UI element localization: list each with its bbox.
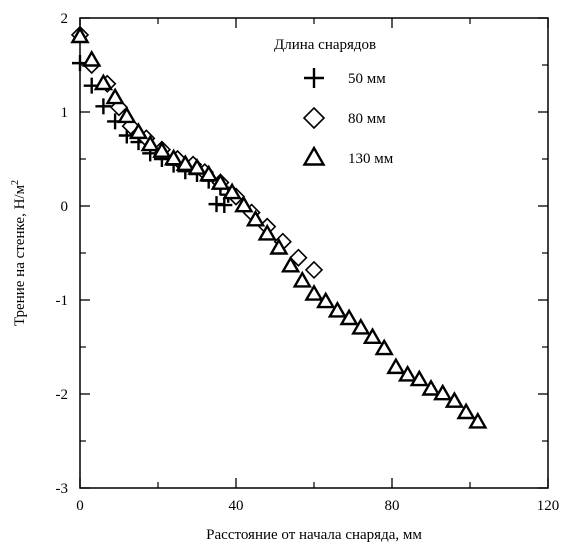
legend-marker-triangle bbox=[302, 145, 326, 166]
x-tick-labels: 0 40 80 120 bbox=[76, 498, 559, 514]
y-tick-label: -2 bbox=[56, 387, 69, 403]
y-tick-label: 2 bbox=[61, 11, 69, 27]
data-point bbox=[304, 283, 324, 301]
y-axis-label-superscript: 2 bbox=[10, 180, 21, 185]
legend: Длина снарядов 50 мм 80 мм 130 мм bbox=[274, 37, 394, 167]
data-point bbox=[199, 164, 219, 182]
legend-marker-plus bbox=[304, 68, 324, 88]
data-point bbox=[117, 106, 137, 124]
data-point bbox=[304, 260, 324, 280]
data-point bbox=[444, 391, 465, 408]
data-point bbox=[222, 182, 242, 200]
data-point bbox=[216, 197, 233, 214]
x-tick-label: 80 bbox=[385, 498, 400, 514]
plot-area: 0 40 80 120 -3 -2 -1 0 1 2 bbox=[56, 11, 560, 514]
data-point bbox=[316, 291, 336, 309]
data-point bbox=[187, 157, 207, 175]
data-point bbox=[163, 148, 184, 166]
legend-entries: 50 мм 80 мм 130 мм bbox=[302, 68, 394, 167]
data-point bbox=[234, 195, 254, 213]
data-point bbox=[152, 141, 172, 158]
data-point bbox=[327, 300, 348, 318]
legend-label: 130 мм bbox=[348, 151, 394, 167]
data-point bbox=[362, 327, 383, 344]
x-axis-label: Расстояние от начала снаряда, мм bbox=[206, 527, 422, 543]
data-point bbox=[433, 383, 453, 401]
data-point bbox=[456, 402, 476, 420]
data-point bbox=[175, 154, 195, 172]
legend-title: Длина снарядов bbox=[274, 37, 376, 53]
data-point bbox=[397, 364, 418, 382]
data-marks bbox=[70, 25, 488, 429]
x-tick-label: 40 bbox=[229, 498, 244, 514]
legend-label: 50 мм bbox=[348, 71, 386, 87]
data-point bbox=[128, 122, 149, 140]
data-point bbox=[409, 369, 429, 387]
data-point bbox=[468, 411, 488, 429]
data-point bbox=[351, 317, 371, 335]
data-point bbox=[339, 308, 359, 326]
data-point bbox=[105, 87, 125, 105]
y-axis-label: Трение на стенке, Н/м2 bbox=[10, 180, 28, 326]
data-point bbox=[210, 173, 231, 190]
y-tick-label: -3 bbox=[56, 481, 69, 497]
data-point bbox=[70, 26, 90, 44]
x-tick-label: 0 bbox=[76, 498, 84, 514]
x-tick-label: 120 bbox=[537, 498, 560, 514]
y-tick-label: 0 bbox=[61, 199, 69, 215]
y-axis-label-text: Трение на стенке, Н/м bbox=[12, 184, 28, 326]
series-diamond bbox=[70, 25, 324, 280]
data-point bbox=[386, 357, 406, 375]
data-point bbox=[269, 237, 289, 255]
series-triangle bbox=[70, 26, 488, 429]
data-point bbox=[82, 49, 102, 67]
legend-label: 80 мм bbox=[348, 111, 386, 127]
data-point bbox=[95, 98, 112, 115]
axis-ticks bbox=[79, 17, 549, 489]
y-tick-labels: -3 -2 -1 0 1 2 bbox=[56, 11, 69, 497]
data-point bbox=[289, 248, 308, 267]
data-point bbox=[245, 209, 266, 227]
data-point bbox=[292, 270, 312, 288]
data-point bbox=[421, 378, 441, 396]
legend-marker-diamond bbox=[302, 106, 326, 130]
y-tick-label: -1 bbox=[56, 293, 69, 309]
data-point bbox=[93, 73, 114, 91]
data-point bbox=[280, 255, 301, 273]
y-tick-label: 1 bbox=[61, 105, 69, 121]
data-point bbox=[140, 134, 160, 152]
data-point bbox=[257, 223, 277, 241]
data-point bbox=[374, 338, 394, 356]
